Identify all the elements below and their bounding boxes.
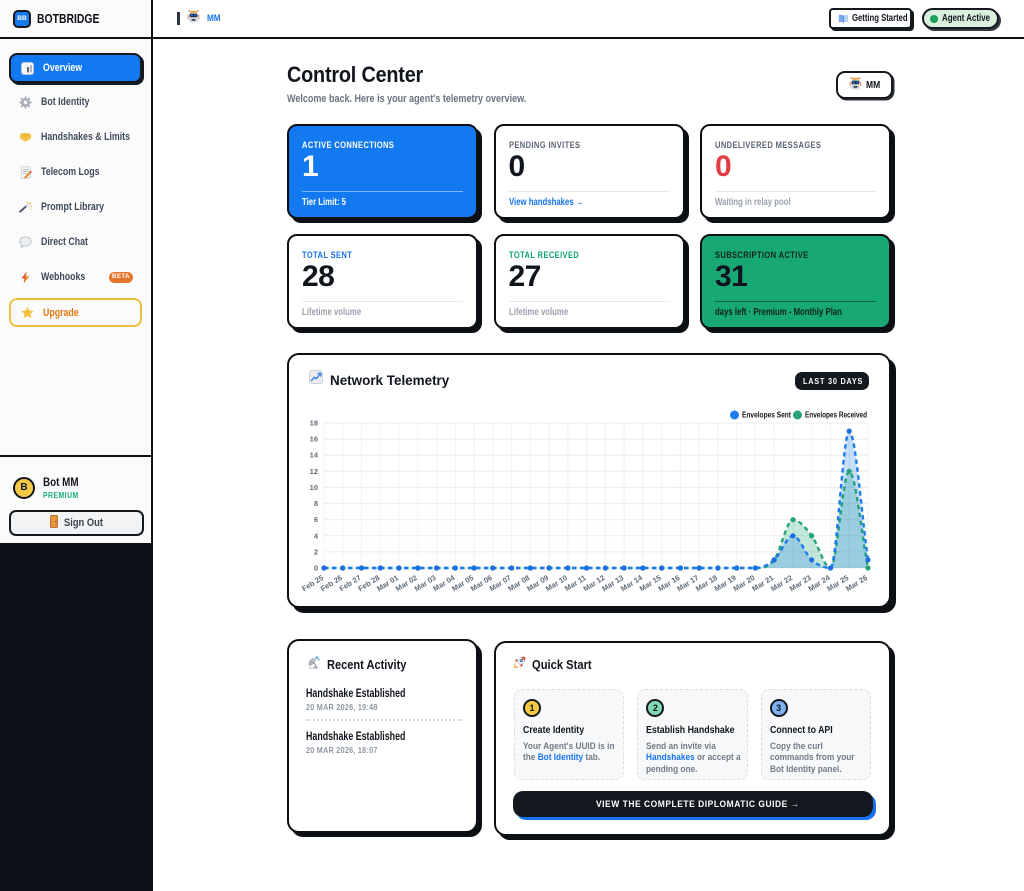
svg-text:4: 4 — [314, 531, 319, 540]
svg-text:10: 10 — [310, 483, 318, 492]
svg-text:0: 0 — [314, 564, 318, 573]
svg-text:18: 18 — [310, 419, 318, 428]
svg-text:16: 16 — [310, 435, 318, 444]
svg-text:Envelopes Sent: Envelopes Sent — [742, 411, 791, 420]
svg-text:2: 2 — [314, 547, 318, 556]
svg-text:6: 6 — [314, 515, 318, 524]
svg-text:12: 12 — [310, 467, 318, 476]
svg-text:Envelopes Received: Envelopes Received — [805, 411, 867, 420]
svg-text:14: 14 — [310, 451, 319, 460]
svg-text:Mar 26: Mar 26 — [844, 573, 869, 593]
svg-text:8: 8 — [314, 499, 318, 508]
